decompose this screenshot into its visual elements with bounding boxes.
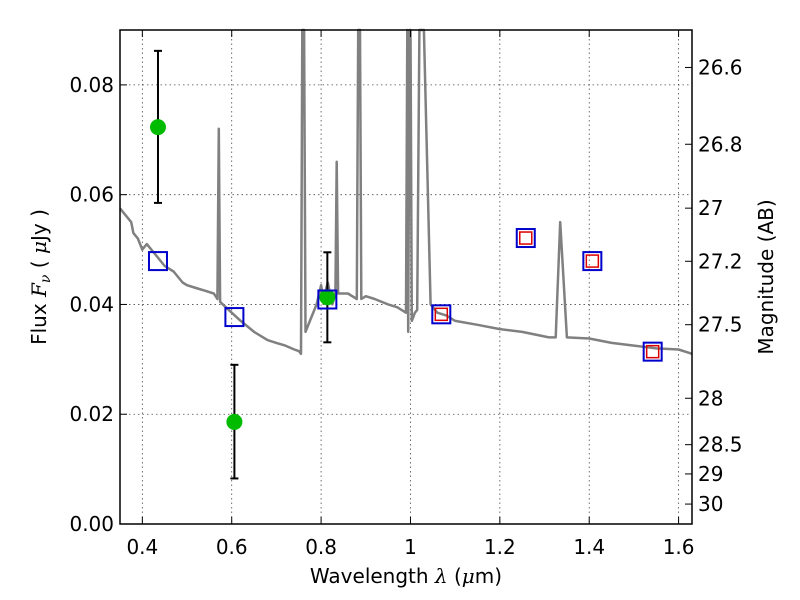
model-box <box>317 289 338 310</box>
y2-axis-label: Magnitude (AB) <box>754 199 778 354</box>
y2-axis: 26.6 26.8 27 27.2 27.5 28 28.5 29 30 <box>685 55 743 516</box>
x-axis-label: Wavelength λ (μm) <box>310 564 502 588</box>
model-spectrum-line <box>119 28 693 356</box>
y-axis-label: Flux Fν ( μJy ) <box>27 209 54 345</box>
x-tick-label: 0.6 <box>216 535 248 559</box>
photometry-point <box>319 289 336 306</box>
y2-tick-label: 26.6 <box>698 55 743 79</box>
photometry-points <box>149 49 336 480</box>
model-box <box>582 251 603 272</box>
model-box <box>642 341 663 362</box>
model-box <box>224 307 245 328</box>
model-box <box>431 304 452 325</box>
photometry-point <box>149 119 166 136</box>
plot-frame <box>119 29 693 525</box>
y-tick-label: 0.00 <box>69 512 114 536</box>
y-axis: 0.00 0.02 0.04 0.06 0.08 <box>69 73 127 536</box>
x-tick-label: 1.4 <box>573 535 605 559</box>
model-spectrum <box>119 28 693 356</box>
x-tick-label: 1.2 <box>484 535 516 559</box>
x-tick-label: 0.4 <box>126 535 158 559</box>
y-tick-label: 0.04 <box>69 292 114 316</box>
model-box-inner <box>645 344 660 359</box>
x-axis: 0.4 0.6 0.8 1 1.2 1.4 1.6 <box>126 30 695 559</box>
y2-tick-label: 30 <box>698 492 723 516</box>
model-box-inner <box>519 231 533 245</box>
model-box-inner <box>434 307 449 322</box>
model-fluxes <box>147 228 663 362</box>
x-tick-label: 1 <box>404 535 417 559</box>
y2-tick-label: 27.5 <box>698 313 743 337</box>
y-tick-label: 0.02 <box>69 402 114 426</box>
y2-tick-label: 27.2 <box>698 249 743 273</box>
y2-tick-label: 29 <box>698 462 723 486</box>
y-tick-label: 0.06 <box>69 183 114 207</box>
model-box-inner <box>585 254 600 268</box>
photometry-point <box>226 413 243 430</box>
model-box <box>147 251 168 272</box>
y2-tick-label: 27 <box>698 196 723 220</box>
x-tick-label: 1.6 <box>663 535 695 559</box>
y2-tick-label: 26.8 <box>698 132 743 156</box>
x-tick-label: 0.8 <box>305 535 337 559</box>
model-box <box>515 228 536 249</box>
y2-tick-label: 28.5 <box>698 433 743 457</box>
y-tick-label: 0.08 <box>69 73 114 97</box>
y2-tick-label: 28 <box>698 386 723 410</box>
